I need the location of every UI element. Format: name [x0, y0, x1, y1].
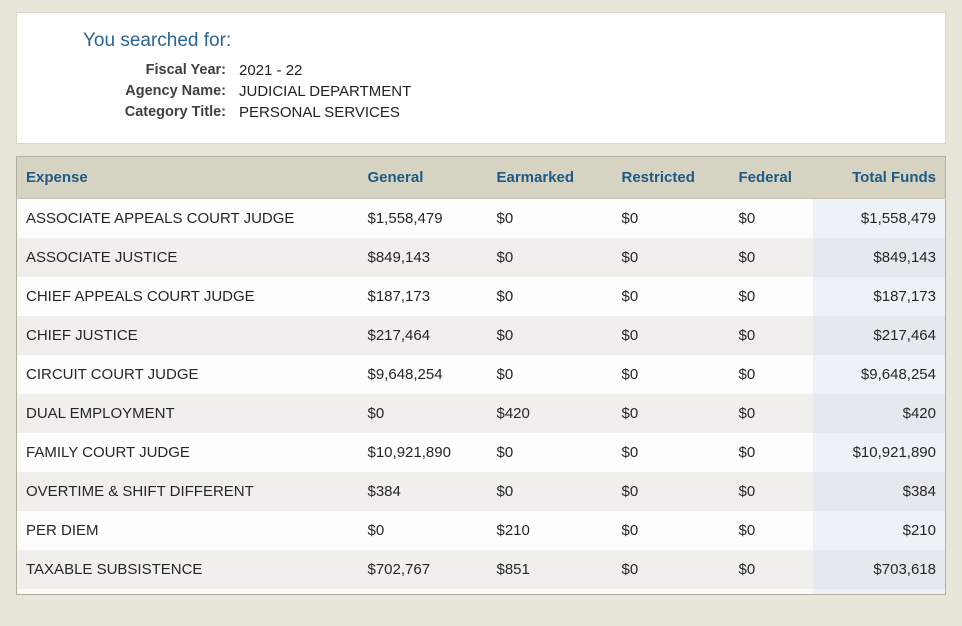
amount-cell: $0: [496, 210, 514, 227]
amount-cell: $0: [738, 405, 756, 422]
amount-cell: $0: [496, 444, 514, 461]
table-row: CHIEF JUSTICE $217,464 $0 $0 $0 $217,464: [16, 316, 946, 355]
table-header: Expense General Earmarked Restricted Fed…: [16, 156, 946, 199]
amount-cell: $0: [738, 288, 756, 305]
column-header-restricted[interactable]: Restricted: [612, 156, 730, 199]
amount-cell: $0: [738, 483, 756, 500]
amount-cell: $703,618: [812, 550, 946, 589]
amount-cell: $0: [496, 483, 514, 500]
expense-name-cell: CHIEF APPEALS COURT JUDGE: [26, 288, 255, 305]
amount-cell: $0: [496, 288, 514, 305]
table-row: OVERTIME & SHIFT DIFFERENT $384 $0 $0 $0 $384: [16, 472, 946, 511]
agency-name-row: Agency Name: JUDICIAL DEPARTMENT: [33, 81, 925, 102]
amount-cell: $0: [738, 444, 756, 461]
amount-cell: $0: [496, 327, 514, 344]
amount-cell: $0: [738, 210, 756, 227]
table-row: CHIEF APPEALS COURT JUDGE $187,173 $0 $0 $0 $…: [16, 277, 946, 316]
amount-cell: $0: [621, 561, 639, 578]
expense-name-cell: TAXABLE SUBSISTENCE: [26, 561, 203, 578]
fiscal-year-value: 2021 - 22: [239, 62, 303, 79]
amount-cell: $187,173: [812, 277, 946, 316]
amount-cell: $0: [496, 249, 514, 266]
amount-cell: $0: [621, 249, 639, 266]
amount-cell: $10,921,890: [812, 433, 946, 472]
agency-name-label: Agency Name:: [125, 83, 226, 99]
table-header-row: Expense General Earmarked Restricted Fed…: [16, 156, 946, 199]
category-title-row: Category Title: PERSONAL SERVICES: [33, 102, 925, 123]
amount-cell: $0: [738, 249, 756, 266]
table-row: ASSOCIATE JUSTICE $849,143 $0 $0 $0 $849,143: [16, 238, 946, 277]
amount-cell: $0: [738, 366, 756, 383]
amount-cell: $0: [621, 483, 639, 500]
spacer-cell: [487, 589, 613, 594]
amount-cell: $0: [496, 366, 514, 383]
column-header-expense[interactable]: Expense: [16, 156, 359, 199]
amount-cell: $420: [812, 394, 946, 433]
amount-cell: $0: [621, 405, 639, 422]
category-title-value: PERSONAL SERVICES: [239, 104, 400, 121]
expense-name-cell: CIRCUIT COURT JUDGE: [26, 366, 199, 383]
spacer-cell: [612, 589, 730, 594]
amount-cell: $10,921,890: [367, 444, 451, 461]
amount-cell: $0: [738, 327, 756, 344]
table-row: DUAL EMPLOYMENT $0 $420 $0 $0 $420: [16, 394, 946, 433]
amount-cell: $849,143: [812, 238, 946, 277]
amount-cell: $0: [621, 210, 639, 227]
amount-cell: $0: [738, 561, 756, 578]
expense-table-body: ASSOCIATE APPEALS COURT JUDGE $1,558,479 $…: [16, 198, 946, 594]
amount-cell: $384: [367, 483, 401, 500]
amount-cell: $0: [367, 405, 385, 422]
amount-cell: $0: [621, 288, 639, 305]
amount-cell: $0: [621, 522, 639, 539]
search-summary-title: You searched for:: [83, 30, 232, 51]
amount-cell: $420: [496, 405, 530, 422]
amount-cell: $0: [621, 444, 639, 461]
amount-cell: $9,648,254: [367, 366, 443, 383]
amount-cell: $9,648,254: [812, 355, 946, 394]
fiscal-year-row: Fiscal Year: 2021 - 22: [33, 60, 925, 81]
amount-cell: $0: [621, 327, 639, 344]
expense-name-cell: DUAL EMPLOYMENT: [26, 405, 175, 422]
amount-cell: $849,143: [367, 249, 431, 266]
amount-cell: $187,173: [367, 288, 431, 305]
table-row: CIRCUIT COURT JUDGE $9,648,254 $0 $0 $0 $9,64…: [16, 355, 946, 394]
expense-name-cell: OVERTIME & SHIFT DIFFERENT: [26, 483, 254, 500]
table-row: ASSOCIATE APPEALS COURT JUDGE $1,558,479 $…: [16, 198, 946, 238]
expense-name-cell: PER DIEM: [26, 522, 99, 539]
spacer-cell: [812, 589, 946, 594]
category-title-label: Category Title:: [124, 104, 226, 120]
amount-cell: $217,464: [812, 316, 946, 355]
column-header-federal[interactable]: Federal: [729, 156, 813, 199]
fiscal-year-label: Fiscal Year:: [145, 62, 226, 78]
table-row: TAXABLE SUBSISTENCE $702,767 $851 $0 $0 $703,…: [16, 550, 946, 589]
amount-cell: $0: [621, 366, 639, 383]
agency-name-value: JUDICIAL DEPARTMENT: [239, 83, 412, 100]
expense-results-table: Expense General Earmarked Restricted Fed…: [16, 156, 946, 595]
amount-cell: $702,767: [367, 561, 431, 578]
amount-cell: $384: [812, 472, 946, 511]
spacer-cell: [729, 589, 813, 594]
expense-name-cell: CHIEF JUSTICE: [26, 327, 138, 344]
table-bottom-spacer: [16, 589, 946, 594]
amount-cell: $0: [738, 522, 756, 539]
amount-cell: $217,464: [367, 327, 431, 344]
amount-cell: $851: [496, 561, 530, 578]
amount-cell: $1,558,479: [812, 198, 946, 238]
expense-name-cell: ASSOCIATE JUSTICE: [26, 249, 178, 266]
amount-cell: $0: [367, 522, 385, 539]
column-header-general[interactable]: General: [358, 156, 488, 199]
amount-cell: $1,558,479: [367, 210, 443, 227]
spacer-cell: [16, 589, 359, 594]
column-header-total-funds[interactable]: Total Funds: [812, 156, 946, 199]
search-summary-panel: You searched for: Fiscal Year: 2021 - 22…: [16, 12, 946, 144]
amount-cell: $210: [812, 511, 946, 550]
expense-name-cell: ASSOCIATE APPEALS COURT JUDGE: [26, 210, 295, 227]
table-row: FAMILY COURT JUDGE $10,921,890 $0 $0 $0 $10,9…: [16, 433, 946, 472]
amount-cell: $210: [496, 522, 530, 539]
expense-name-cell: FAMILY COURT JUDGE: [26, 444, 190, 461]
table-row: PER DIEM $0 $210 $0 $0 $210: [16, 511, 946, 550]
spacer-cell: [358, 589, 488, 594]
column-header-earmarked[interactable]: Earmarked: [487, 156, 613, 199]
